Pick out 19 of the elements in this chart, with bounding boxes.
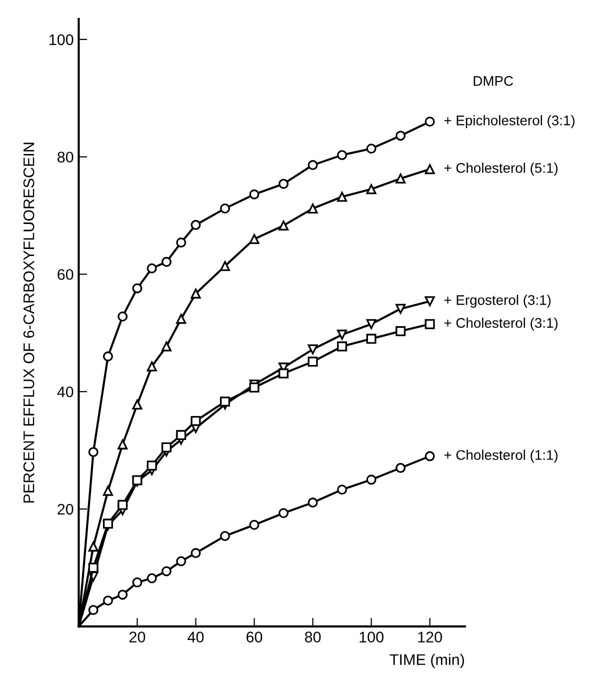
y-tick-label: 100 <box>50 34 74 46</box>
x-tick-label: 120 <box>418 632 442 642</box>
series-label: + Epicholesterol (3:1) <box>444 115 574 128</box>
series-label: + Cholesterol (5:1) <box>444 162 558 176</box>
x-tick-label: 40 <box>188 632 204 642</box>
y-tick-label: 60 <box>58 269 74 280</box>
series-label: + Ergosterol (3:1) <box>444 294 551 308</box>
text: DMPC <box>474 76 514 86</box>
y-axis-title: PERCENT EFFLUX OF 6-CARBOXYFLUORESCEIN <box>23 142 34 503</box>
x-tick-label: 20 <box>130 632 146 642</box>
x-tick-label: 60 <box>246 632 262 642</box>
series-label: + Cholesterol (3:1) <box>444 318 558 331</box>
y-tick-label: 20 <box>58 504 74 515</box>
x-tick-label: 80 <box>304 632 321 642</box>
x-tick-label: 100 <box>360 632 384 642</box>
series-label: + Cholesterol (1:1) <box>444 450 558 463</box>
y-tick-label: 40 <box>57 386 74 398</box>
y-tick-label: 80 <box>58 152 74 163</box>
x-axis-title: TIME (min) <box>390 654 464 668</box>
